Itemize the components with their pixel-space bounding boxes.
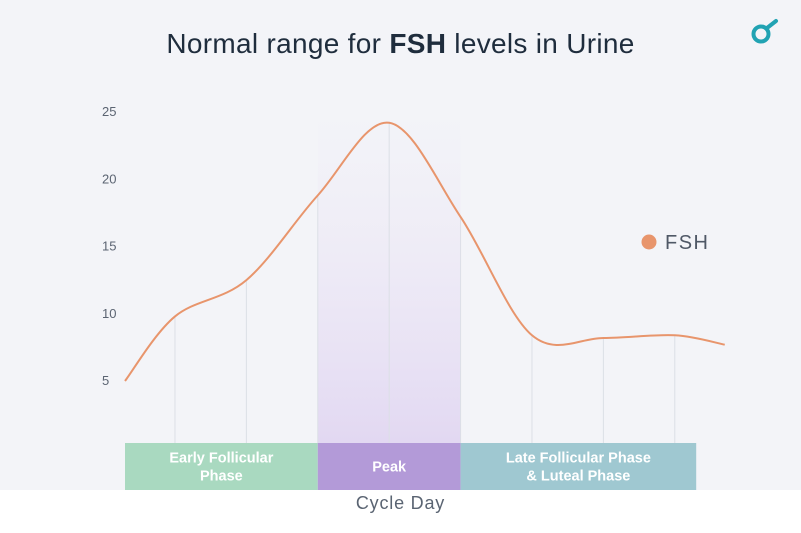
title-suffix: levels in Urine [446,28,635,59]
phase-label-line: & Luteal Phase [526,469,630,485]
phase-band [317,443,461,490]
phase-label-line: Phase [200,469,243,485]
legend-marker-fsh [641,234,657,250]
phase-label: Early Follicular Phase [169,451,273,485]
title-prefix: Normal range for [166,28,390,59]
phase-band [460,443,697,490]
y-tick-label: 25 [102,104,116,119]
phase-band [125,443,318,490]
phase-label-line: Peak [372,460,407,476]
legend-label-fsh: FSH [665,232,710,254]
y-tick-label: 5 [102,373,109,388]
chart-title: Normal range for FSH levels in Urine [0,28,801,60]
brand-logo-icon [751,19,778,44]
chart-svg: 5 10 15 20 25 Early Follicular Phase Peak Late … [102,104,725,490]
x-axis-label: Cycle Day [355,493,446,513]
y-tick-label: 20 [102,171,116,186]
title-bold: FSH [389,28,447,59]
phase-label: Late Follicular Phase & Luteal Phase [506,451,651,485]
series-line-fsh [124,121,725,382]
y-tick-label: 15 [102,239,116,254]
phase-label: Peak [372,460,407,476]
y-tick-label: 10 [102,306,116,321]
phase-label-line: Early Follicular [169,451,273,467]
phase-label-line: Late Follicular Phase [506,451,651,467]
